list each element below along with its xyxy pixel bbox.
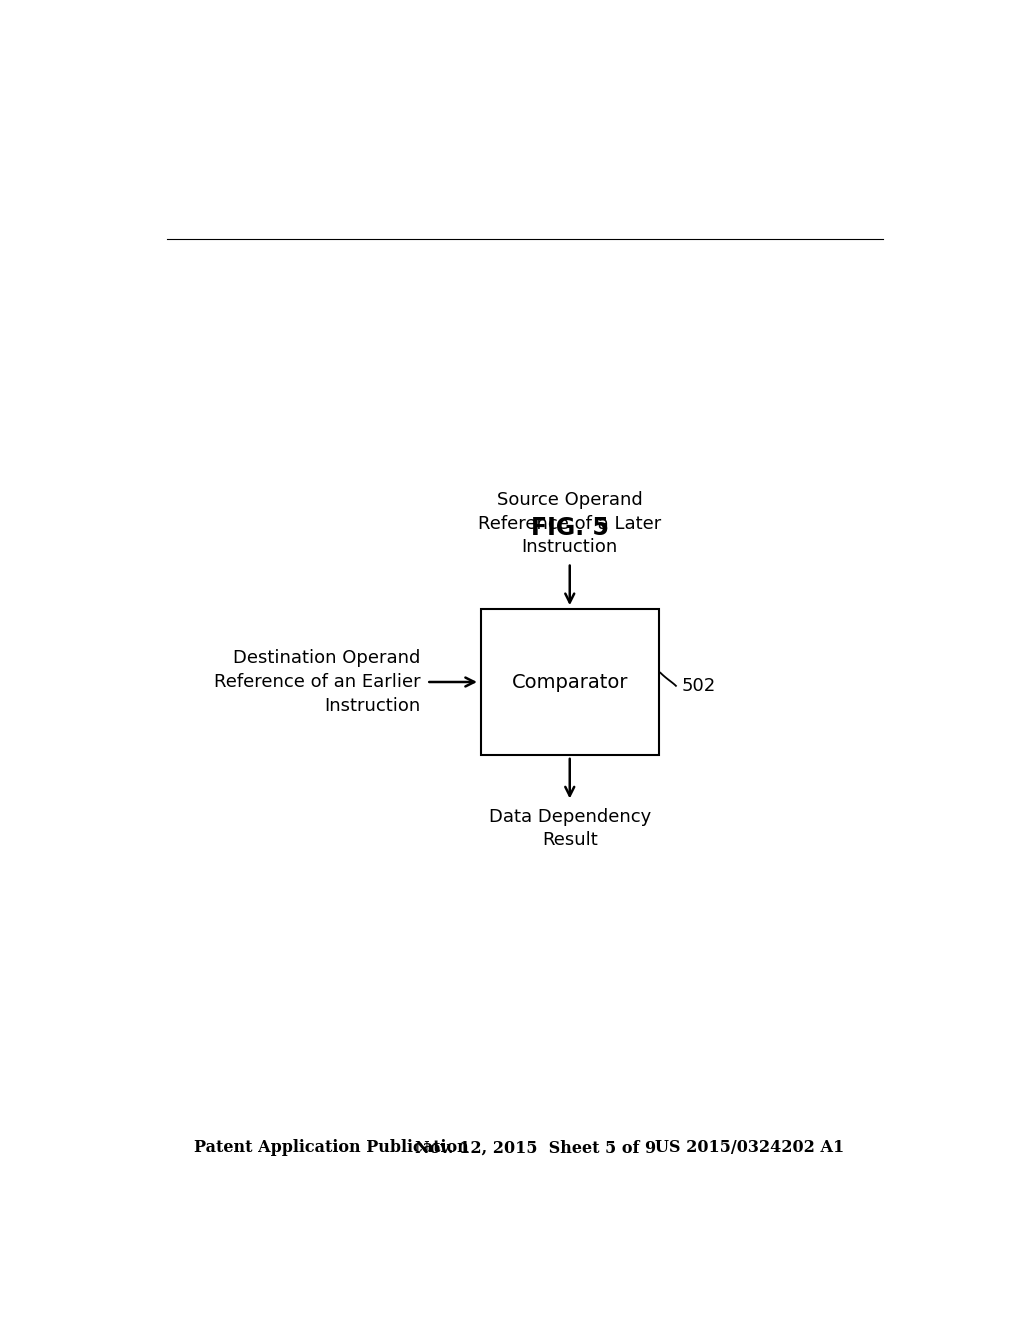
Text: Patent Application Publication: Patent Application Publication xyxy=(194,1139,469,1156)
Text: Source Operand
Reference of a Later
Instruction: Source Operand Reference of a Later Inst… xyxy=(478,491,662,557)
Text: US 2015/0324202 A1: US 2015/0324202 A1 xyxy=(655,1139,844,1156)
Bar xyxy=(480,609,658,755)
Text: Data Dependency
Result: Data Dependency Result xyxy=(488,808,651,849)
Text: Comparator: Comparator xyxy=(512,672,628,692)
Text: Nov. 12, 2015  Sheet 5 of 9: Nov. 12, 2015 Sheet 5 of 9 xyxy=(415,1139,656,1156)
Text: FIG. 5: FIG. 5 xyxy=(530,516,608,540)
Text: 502: 502 xyxy=(681,677,716,694)
Text: Destination Operand
Reference of an Earlier
Instruction: Destination Operand Reference of an Earl… xyxy=(214,649,420,714)
